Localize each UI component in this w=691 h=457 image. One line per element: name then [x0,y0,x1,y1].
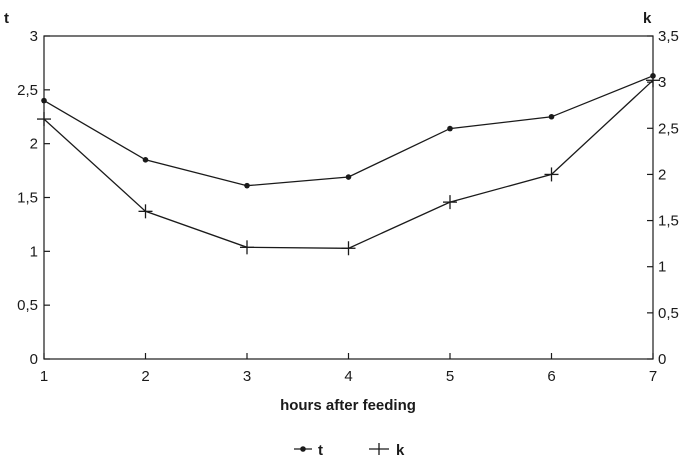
right-tick-label: 1,5 [658,213,679,230]
right-tick-label: 0,5 [658,305,679,322]
x-tick-label: 1 [40,368,48,385]
data-point-k [544,167,559,182]
data-point-k [341,241,356,256]
data-point-t [244,182,250,189]
series-layer [37,73,660,256]
x-tick-label: 4 [344,368,352,385]
left-tick-label: 2,5 [17,82,38,99]
x-tick-label: 5 [446,368,454,385]
left-tick-label: 1 [30,243,38,260]
left-axis-title: t [4,10,9,27]
x-tick-label: 2 [141,368,149,385]
data-point-k [37,112,51,127]
data-point-k [646,73,660,88]
left-axis-ticks: 0 0,5 1 1,5 2 2,5 3 [17,28,50,368]
data-point-t [345,174,352,180]
right-tick-label: 2 [658,166,666,183]
data-point-k [443,195,457,210]
left-tick-label: 3 [30,28,38,45]
x-tick-label: 6 [547,368,555,385]
legend-label-k: k [396,442,405,457]
right-tick-label: 0 [658,351,666,368]
legend-item-t: t [294,442,323,457]
left-tick-label: 2 [30,136,38,153]
right-tick-label: 1 [658,259,666,276]
right-tick-label: 2,5 [658,120,679,137]
right-axis-title: k [643,10,652,27]
series-line-t [43,75,654,187]
legend: t k [294,442,405,457]
data-point-k [138,204,153,219]
right-axis-ticks: 0 0,5 1 1,5 2 2,5 3 3,5 [647,28,679,368]
plot-frame [43,35,654,360]
data-point-t [142,157,149,163]
left-tick-label: 0,5 [17,297,38,314]
x-axis-ticks: 1 2 3 4 5 6 7 [40,353,657,385]
legend-marker-t [300,446,306,452]
data-point-k [240,240,254,255]
legend-label-t: t [318,442,323,457]
right-tick-label: 3 [658,74,666,91]
right-tick-label: 3,5 [658,28,679,45]
x-axis-title: hours after feeding [280,397,416,414]
series-line-k [43,79,654,249]
data-point-t [447,125,453,132]
left-tick-label: 0 [30,351,38,368]
x-tick-label: 3 [243,368,251,385]
x-tick-label: 7 [649,368,657,385]
data-point-t [548,113,555,120]
data-point-t [41,97,47,104]
legend-item-k: k [369,442,405,457]
left-tick-label: 1,5 [17,190,38,207]
